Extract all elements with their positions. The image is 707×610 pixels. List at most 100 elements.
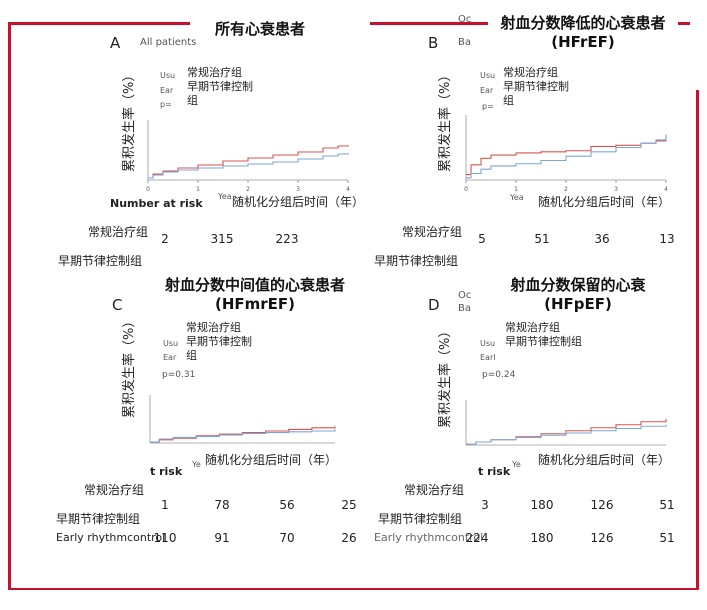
- risk-value: 180: [530, 531, 554, 545]
- legend-fragment-2: Ear: [160, 86, 174, 95]
- risk-value: 25: [341, 498, 357, 512]
- risk-row-label: 常规治疗组: [84, 483, 145, 497]
- series-line-usual-care: [148, 145, 349, 179]
- risk-row-label: 早期节律控制组: [378, 512, 463, 526]
- risk-value: 3: [481, 498, 489, 512]
- x-axis-fragment: Ye: [512, 460, 521, 469]
- risk-value: 110: [153, 531, 177, 545]
- x-axis-label: 随机化分组后时间（年）: [205, 453, 338, 467]
- legend-entry-usual: 常规治疗组: [505, 321, 587, 335]
- legend-fragment-1: Usu: [163, 339, 179, 348]
- x-tick-label: 3: [296, 186, 300, 193]
- frame-right-border: [696, 22, 699, 590]
- chart-title: 射血分数中间值的心衰患者 (HFmrEF): [150, 276, 360, 314]
- km-plot-hfmref: [149, 395, 336, 444]
- panel-subtitle-fragment: Ba: [458, 303, 471, 314]
- x-axis-label: 随机化分组后时间（年）: [232, 195, 365, 209]
- legend-entry-early: 早期节律控制组: [503, 80, 569, 108]
- frame-left-border: [8, 22, 11, 590]
- panel-letter: B: [428, 34, 439, 52]
- risk-value: 26: [341, 531, 357, 545]
- x-axis-fragment: Yea: [218, 192, 232, 201]
- risk-value: 1: [161, 498, 169, 512]
- legend-fragment-1: Usu: [160, 71, 176, 80]
- panel-subtitle-fragment: All patients: [140, 37, 197, 48]
- risk-row-label: 常规治疗组: [402, 225, 463, 239]
- series-line-early-rhythm-control: [150, 429, 336, 443]
- series-line-early-rhythm-control: [466, 134, 667, 179]
- chart-title: 射血分数降低的心衰患者 (HFrEF): [488, 14, 678, 52]
- x-tick-label: 2: [246, 186, 250, 193]
- x-tick-label: 2: [564, 186, 568, 193]
- x-tick-label: 0: [464, 186, 468, 193]
- axis-line: [149, 395, 335, 444]
- panel-letter: C: [112, 296, 123, 314]
- km-plot-hfref: 0 1 2 3 4: [464, 115, 668, 193]
- x-tick-label: 0: [146, 186, 150, 193]
- frame-bottom-border: [8, 588, 699, 590]
- risk-row-label: Early rhythmcontrol: [56, 531, 166, 544]
- legend-fragment-2: Ear: [480, 86, 494, 95]
- series-line-early-rhythm-control: [466, 424, 667, 445]
- risk-value: 2: [161, 232, 169, 246]
- x-tick-label: 4: [346, 186, 350, 193]
- risk-value: 78: [214, 498, 230, 512]
- y-axis-label: 累积发生率（%）: [122, 68, 137, 172]
- x-axis-fragment: Ye: [192, 460, 201, 469]
- legend-fragment-1: Usu: [480, 339, 496, 348]
- series-line-usual-care: [466, 418, 667, 445]
- risk-table-header: t risk: [150, 465, 183, 478]
- risk-value: 91: [214, 531, 230, 545]
- legend-entry-usual: 常规治疗组: [187, 66, 253, 80]
- km-plot-hfpef: [465, 400, 667, 446]
- x-tick-label: 3: [614, 186, 618, 193]
- p-value: p=0.24: [482, 370, 516, 380]
- risk-value: 13: [659, 232, 675, 246]
- risk-value: 315: [210, 232, 234, 246]
- panel-subtitle-fragment: Ba: [458, 37, 471, 48]
- legend-entry-usual: 常规治疗组: [186, 321, 252, 335]
- legend-fragment-1: Usu: [480, 71, 496, 80]
- x-axis-label: 随机化分组后时间（年）: [538, 195, 671, 209]
- legend-entry-early: 早期节律控制组: [187, 80, 253, 108]
- risk-value: 126: [590, 531, 614, 545]
- legend-fragment-2: Earl: [480, 353, 496, 362]
- panel-letter: D: [428, 296, 440, 314]
- series-line-early-rhythm-control: [148, 153, 349, 179]
- chart-title: 射血分数保留的心衰 (HFpEF): [488, 276, 668, 314]
- legend-entry-early: 早期节律控制组: [186, 335, 252, 363]
- x-axis-fragment: Yea: [510, 193, 524, 202]
- axis-line: [465, 400, 666, 446]
- legend-fragment-2: Ear: [163, 353, 177, 362]
- risk-row-label: 早期节律控制组: [56, 512, 141, 526]
- series-line-usual-care: [466, 134, 667, 176]
- risk-value: 70: [279, 531, 295, 545]
- risk-value: 51: [659, 531, 675, 545]
- x-tick-label: 4: [664, 186, 668, 193]
- km-plot-all-patients: 0 1 2 3 4: [146, 120, 350, 193]
- risk-table-header: t risk: [478, 465, 511, 478]
- legend-entry-early: 早期节律控制组: [505, 335, 587, 349]
- risk-value: 51: [659, 498, 675, 512]
- risk-row-label: Early rhythmcontrol: [374, 531, 484, 544]
- risk-table-header: Number at risk: [110, 197, 203, 210]
- p-value: p=: [482, 102, 494, 111]
- p-value: p=: [160, 100, 172, 109]
- frame-gap-corner: [690, 10, 707, 90]
- panel-header-fragment: Oc: [458, 14, 472, 25]
- x-axis-label: 随机化分组后时间（年）: [538, 453, 671, 467]
- x-tick-label: 1: [196, 186, 200, 193]
- risk-row-label: 早期节律控制组: [374, 254, 459, 268]
- y-axis-label: 累积发生率（%）: [122, 314, 137, 418]
- risk-value: 223: [275, 232, 299, 246]
- risk-row-label: 早期节律控制组: [58, 254, 143, 268]
- risk-value: 51: [534, 232, 550, 246]
- y-axis-label: 累积发生率（%）: [438, 324, 453, 428]
- risk-value: 224: [465, 531, 489, 545]
- risk-value: 5: [478, 232, 486, 246]
- x-tick-label: 1: [514, 186, 518, 193]
- panel-header-fragment: Oc: [458, 290, 472, 301]
- risk-value: 180: [530, 498, 554, 512]
- risk-value: 56: [279, 498, 295, 512]
- risk-value: 126: [590, 498, 614, 512]
